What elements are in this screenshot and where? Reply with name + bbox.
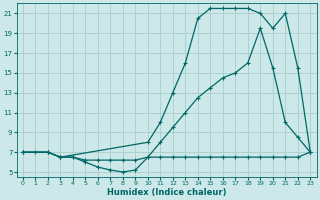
X-axis label: Humidex (Indice chaleur): Humidex (Indice chaleur) <box>107 188 226 197</box>
